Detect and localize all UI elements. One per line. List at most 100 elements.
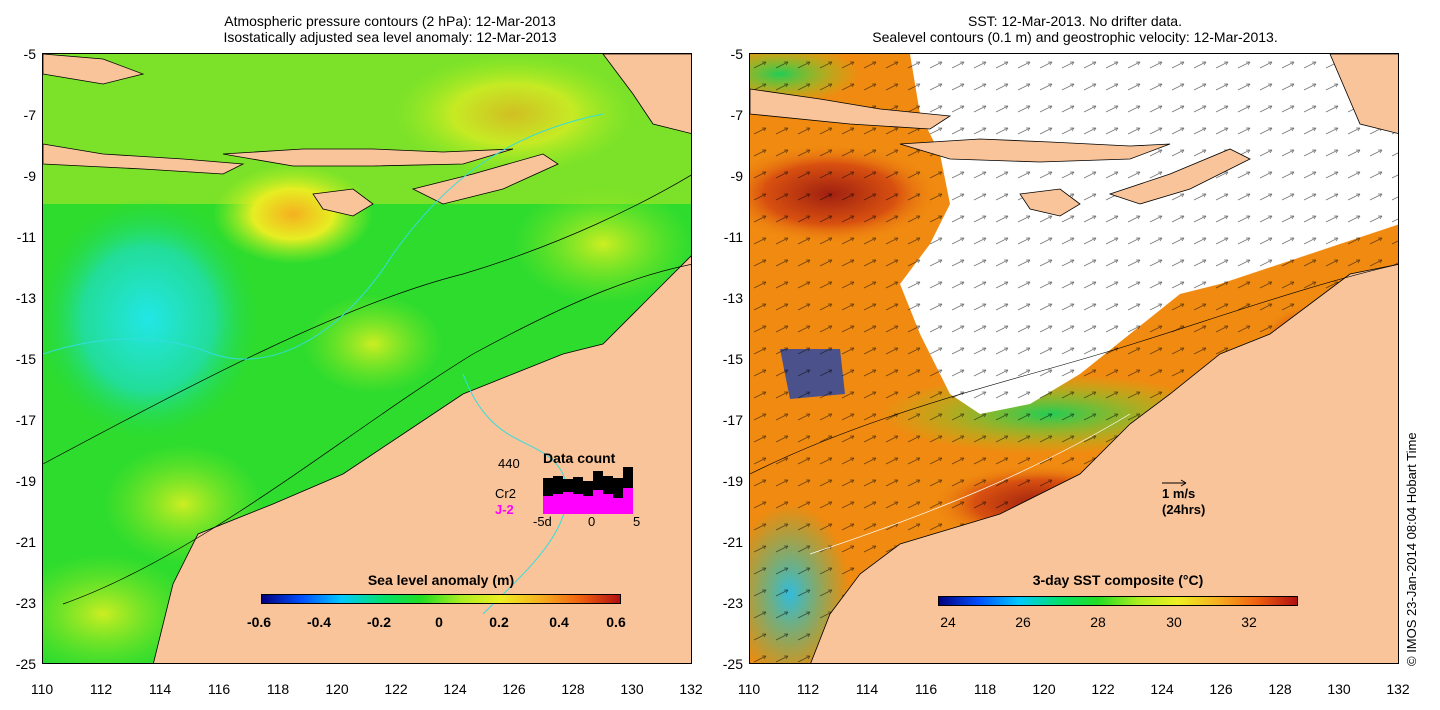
imos-credit: © IMOS 23-Jan-2014 08:04 Hobart Time <box>1404 432 1419 666</box>
left-lon-tick: 114 <box>148 681 172 697</box>
left-lon-tick: 110 <box>30 681 54 697</box>
right-cbar-tick-2: 28 <box>1090 614 1106 630</box>
inset-xtick-1: 0 <box>588 514 596 529</box>
island-flores <box>222 148 514 167</box>
velocity-scale: 1 m/s (24hrs) <box>1160 474 1205 517</box>
right-lat-tick: -9 <box>730 168 743 184</box>
right-lon-tick: 126 <box>1209 681 1233 697</box>
velocity-scale-arrow-icon <box>1162 479 1187 487</box>
inset-label-cr2: Cr2 <box>495 486 516 501</box>
left-cbar-tick-2: -0.2 <box>366 614 392 630</box>
island-sumba-south <box>312 188 374 217</box>
left-lon-tick: 128 <box>561 681 585 697</box>
sealevel-contour-1 <box>750 264 1398 475</box>
inset-bars-j2 <box>543 488 633 514</box>
right-title-line1: SST: 12-Mar-2013. No drifter data. <box>968 13 1182 29</box>
right-lon-tick: 112 <box>796 681 820 697</box>
velocity-scale-sub: (24hrs) <box>1162 502 1206 517</box>
left-lon-tick: 122 <box>384 681 408 697</box>
left-cbar-tick-1: -0.4 <box>306 614 332 630</box>
right-lat-tick: -19 <box>722 473 743 489</box>
right-lat-tick: -15 <box>722 351 743 367</box>
right-title-line2: Sealevel contours (0.1 m) and geostrophi… <box>872 29 1278 45</box>
right-lon-tick: 110 <box>737 681 761 697</box>
right-cbar-tick-1: 26 <box>1015 614 1031 630</box>
left-lon-tick: 132 <box>679 681 703 697</box>
left-map-plot: Data count 440 Cr2 J-2 -5d 0 5 Se <box>42 53 692 664</box>
left-lat-tick: -25 <box>15 656 36 672</box>
sla-yellow-anomaly-2 <box>393 54 633 174</box>
left-lat-tick: -13 <box>15 290 36 306</box>
australia-land <box>153 255 691 663</box>
right-map-title: SST: 12-Mar-2013. No drifter data. Seale… <box>750 13 1400 45</box>
left-lat-tick: -11 <box>16 229 36 245</box>
island-east <box>602 54 691 134</box>
velocity-scale-label: 1 m/s <box>1162 486 1196 501</box>
inset-chart <box>543 467 633 514</box>
right-lon-tick: 124 <box>1150 681 1174 697</box>
left-map-title: Atmospheric pressure contours (2 hPa): 1… <box>90 13 690 45</box>
island-east <box>1329 54 1398 134</box>
left-cbar-tick-3: 0 <box>435 614 443 630</box>
left-lat-tick: -7 <box>23 107 36 123</box>
left-lon-tick: 126 <box>502 681 526 697</box>
right-cbar-tick-3: 30 <box>1166 614 1182 630</box>
left-colorbar <box>261 594 621 604</box>
right-lon-tick: 122 <box>1091 681 1115 697</box>
island-flores <box>899 138 1171 163</box>
island-java <box>43 54 145 85</box>
island-sumba <box>43 143 245 175</box>
right-lat-tick: -17 <box>722 412 743 428</box>
right-lon-tick: 128 <box>1268 681 1292 697</box>
right-lat-tick: -5 <box>730 46 743 62</box>
right-lon-tick: 114 <box>855 681 879 697</box>
sla-light-anomaly-2 <box>43 554 193 663</box>
right-map-plot: 1 m/s (24hrs) 3-day SST composite (°C) 2… <box>749 53 1399 664</box>
left-lon-tick: 120 <box>325 681 349 697</box>
inset-title: Data count <box>543 450 616 466</box>
left-lon-tick: 130 <box>620 681 644 697</box>
left-lon-tick: 112 <box>89 681 113 697</box>
sst-map <box>750 54 1398 663</box>
left-lat-tick: -23 <box>15 595 36 611</box>
right-lat-tick: -25 <box>722 656 743 672</box>
inset-xtick-2: 5 <box>633 514 641 529</box>
right-cbar-tick-0: 24 <box>940 614 956 630</box>
sla-light-anomaly-4 <box>303 294 443 394</box>
left-lon-tick: 118 <box>266 681 290 697</box>
inset-label-j2: J-2 <box>495 502 514 517</box>
left-cbar-tick-0: -0.6 <box>246 614 272 630</box>
right-lat-tick: -21 <box>722 534 743 550</box>
left-lon-tick: 124 <box>443 681 467 697</box>
left-lat-tick: -15 <box>15 351 36 367</box>
pressure-contour-2 <box>62 264 691 605</box>
pressure-contour-1 <box>43 174 691 465</box>
right-lat-tick: -13 <box>722 290 743 306</box>
left-cbar-tick-5: 0.4 <box>549 614 569 630</box>
left-lat-tick: -21 <box>15 534 36 550</box>
sea-level-anomaly-map <box>43 54 691 663</box>
sla-light-anomaly-3 <box>513 184 691 304</box>
right-colorbar <box>938 596 1298 606</box>
left-lat-tick: -17 <box>15 412 36 428</box>
sealevel-contour-2 <box>809 413 1131 555</box>
island-timor <box>1108 148 1251 205</box>
right-colorbar-title: 3-day SST composite (°C) <box>1032 572 1204 588</box>
island-sumba-south <box>1019 188 1081 217</box>
left-cbar-tick-4: 0.2 <box>489 614 509 630</box>
right-lon-tick: 118 <box>973 681 997 697</box>
right-lon-tick: 120 <box>1032 681 1056 697</box>
island-sumba <box>750 88 952 130</box>
left-lat-tick: -5 <box>23 46 36 62</box>
sealevel-cyan-contour-2 <box>462 373 568 615</box>
australia-land <box>810 263 1398 663</box>
inset-xtick-0: -5d <box>533 514 552 529</box>
island-timor <box>411 153 559 205</box>
inset-max-label: 440 <box>498 456 520 471</box>
sla-cyan-anomaly <box>43 199 258 439</box>
left-cbar-tick-6: 0.6 <box>606 614 626 630</box>
left-lat-tick: -9 <box>23 168 36 184</box>
right-lat-tick: -7 <box>730 107 743 123</box>
right-lat-tick: -11 <box>723 229 743 245</box>
right-lon-tick: 116 <box>914 681 938 697</box>
